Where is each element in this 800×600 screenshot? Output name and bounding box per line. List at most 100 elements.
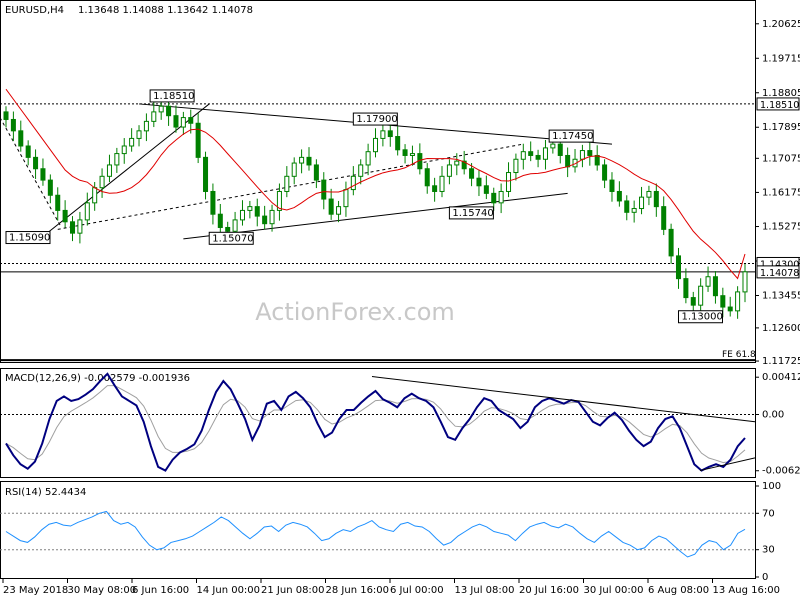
x-tick-label: 21 Jun 08:00 (261, 585, 325, 596)
candle-body (25, 145, 31, 158)
x-axis: 23 May 2018 30 May 08:006 Jun 16:00 14 Jun… (2, 579, 780, 596)
x-tick-label: 20 Jul 16:00 (519, 585, 579, 596)
candle-body (520, 151, 526, 160)
candle-body (690, 297, 696, 306)
annotation-label: 1.18510 (153, 91, 194, 102)
candle-body (225, 226, 231, 232)
rsi-line-path (5, 510, 746, 558)
candle-body (742, 271, 748, 293)
candle-body (550, 143, 556, 149)
candle-body (476, 177, 482, 187)
candle-body (136, 130, 142, 139)
annotation-box (5, 231, 51, 245)
candle-body (424, 168, 430, 187)
candle-body (365, 151, 371, 166)
annotation-box (208, 231, 254, 245)
symbol-label: EURUSD,H4 (5, 5, 64, 16)
macd-tick-label: 0.004125 (762, 372, 800, 383)
annotation-label: 1.15740 (452, 208, 493, 219)
candle-body (284, 175, 290, 192)
macd-lines (5, 372, 756, 472)
candle-body (239, 209, 245, 221)
rsi-pane (0, 481, 756, 579)
price-tick-label: 1.15275 (762, 222, 800, 233)
candle-body (247, 206, 253, 211)
macd-pane (0, 368, 756, 478)
candle-body (602, 164, 608, 181)
candle-body (624, 200, 630, 213)
candle-body (33, 156, 39, 170)
candle-body (69, 221, 76, 234)
candle-body (565, 154, 571, 168)
candle-body (491, 192, 497, 204)
candle-body (587, 150, 593, 156)
candle-body (483, 185, 489, 194)
candle-body (683, 278, 689, 299)
candle-body (254, 206, 260, 217)
candle-body (158, 105, 164, 113)
price-tick-label: 1.20625 (762, 19, 800, 30)
candle-body (18, 130, 24, 147)
rsi-axis: 100 70 30 0 (0, 481, 781, 583)
candle-body (469, 168, 475, 179)
annotation-label: 1.17900 (356, 114, 397, 125)
candle-body (92, 187, 98, 204)
annotation-label: 1.17450 (552, 131, 593, 142)
candle-body (380, 130, 386, 139)
candle-body (188, 117, 194, 124)
price-tick-label: 1.11725 (762, 356, 800, 367)
candle-body (173, 115, 179, 128)
candle-body (62, 209, 68, 223)
x-tick-label: 6 Jun 16:00 (132, 585, 189, 596)
candle-body (210, 190, 216, 215)
watermark: ActionForex.com (255, 298, 455, 326)
candle-body (180, 117, 186, 128)
ohlc-label: 1.13648 1.14088 1.13642 1.14078 (78, 5, 253, 16)
annotation-box (677, 310, 723, 324)
moving-average (5, 88, 746, 280)
candle-body (262, 215, 268, 225)
annotation-box (149, 89, 195, 103)
candle-body (106, 164, 112, 177)
candle-body (358, 164, 364, 177)
candle-body (387, 130, 393, 138)
candle-body (735, 291, 741, 312)
price-tick-label: 1.16175 (762, 187, 800, 198)
candle-body (727, 306, 733, 312)
candle-body (114, 153, 120, 166)
candle-body (557, 143, 563, 156)
price-axis: 1.20625 1.19715 1.18805 1.17895 1.17075 1.161… (755, 19, 800, 367)
x-tick-label: 23 May 2018 (3, 585, 68, 596)
candle-body (129, 137, 135, 147)
candle-body (461, 160, 467, 170)
candle-body (579, 150, 585, 160)
fe-label: FE 61.8 (722, 350, 756, 360)
candle-body (321, 179, 327, 200)
candle-body (675, 255, 682, 280)
price-label: 1.14078 (760, 268, 799, 279)
candle-body (269, 209, 275, 225)
annotation-box (352, 112, 398, 126)
x-tick-label: 13 Aug 16:00 (713, 585, 780, 596)
candle-body (446, 164, 452, 177)
macd-axis: 0.004125 0.00 -0.006218 (0, 372, 800, 477)
macd-tick-label: 0.00 (762, 410, 784, 421)
candle-body (668, 228, 674, 257)
rsi-tick-label: 30 (762, 545, 775, 556)
candle-body (203, 156, 209, 192)
price-tick-label: 1.13455 (762, 290, 800, 301)
candle-body (432, 185, 438, 192)
price-trendlines (0, 103, 613, 240)
candle-body (306, 156, 312, 166)
candle-body (506, 172, 512, 192)
candle-body (121, 145, 127, 155)
x-tick-label: 13 Jul 08:00 (455, 585, 515, 596)
candle-body (40, 168, 46, 181)
candle-body (217, 213, 223, 228)
price-annotations: 1.18510 1.17900 1.17450 1.15090 1.15070 1.157… (5, 89, 723, 324)
price-label-box (756, 265, 800, 279)
rsi-tick-label: 0 (762, 572, 768, 583)
annotation-label: 1.15070 (212, 233, 253, 244)
